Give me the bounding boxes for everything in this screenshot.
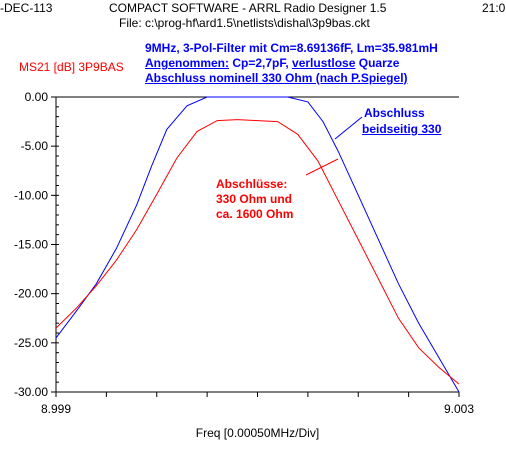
description-line3: Abschluss nominell 330 Ohm (nach P.Spieg… bbox=[145, 71, 408, 85]
y-tick-label: -10.00 bbox=[14, 188, 48, 202]
red-annotation-line3: ca. 1600 Ohm bbox=[216, 207, 294, 221]
assumed-label: Angenommen: bbox=[145, 56, 229, 70]
y-tick-label: -30.00 bbox=[14, 385, 48, 399]
blue-leader-line bbox=[334, 116, 363, 140]
x-axis-title: Freq [0.00050MHz/Div] bbox=[196, 426, 319, 440]
series-line-red bbox=[55, 119, 460, 385]
description-line2-end: Quarze bbox=[355, 56, 400, 70]
y-tick-label: 0.00 bbox=[25, 90, 49, 104]
red-annotation-line2: 330 Ohm und bbox=[216, 192, 293, 206]
trace-label: MS21 [dB] 3P9BAS bbox=[19, 60, 124, 74]
lossless-label: verlustlose bbox=[292, 56, 356, 70]
y-tick-label: -25.00 bbox=[14, 336, 48, 350]
blue-annotation-line2: beidseitig 330 bbox=[362, 122, 442, 136]
x-tick-label: 8.999 bbox=[41, 402, 71, 416]
blue-annotation-line1: Abschluss bbox=[364, 106, 425, 120]
file-path: File: c:\prog-hf\ard1.5\netlists\dishal\… bbox=[119, 16, 370, 30]
y-tick-label: -15.00 bbox=[14, 238, 48, 252]
date-text: -DEC-113 bbox=[0, 1, 53, 15]
time-text: 21:0 bbox=[482, 1, 506, 15]
red-leader-line bbox=[305, 158, 339, 176]
description-line2: Angenommen: Cp=2,7pF, verlustlose Quarze bbox=[145, 56, 399, 70]
description-line2-mid: Cp=2,7pF, bbox=[229, 56, 293, 70]
y-tick-label: -20.00 bbox=[14, 287, 48, 301]
x-tick-label: 9.003 bbox=[444, 402, 474, 416]
red-annotation-line1: Abschlüsse: bbox=[216, 177, 288, 191]
y-tick-label: -5.00 bbox=[21, 139, 49, 153]
description-line1: 9MHz, 3-Pol-Filter mit Cm=8.69136fF, Lm=… bbox=[145, 41, 438, 55]
series-line-blue bbox=[55, 96, 460, 393]
app-title: COMPACT SOFTWARE - ARRL Radio Designer 1… bbox=[109, 1, 387, 15]
